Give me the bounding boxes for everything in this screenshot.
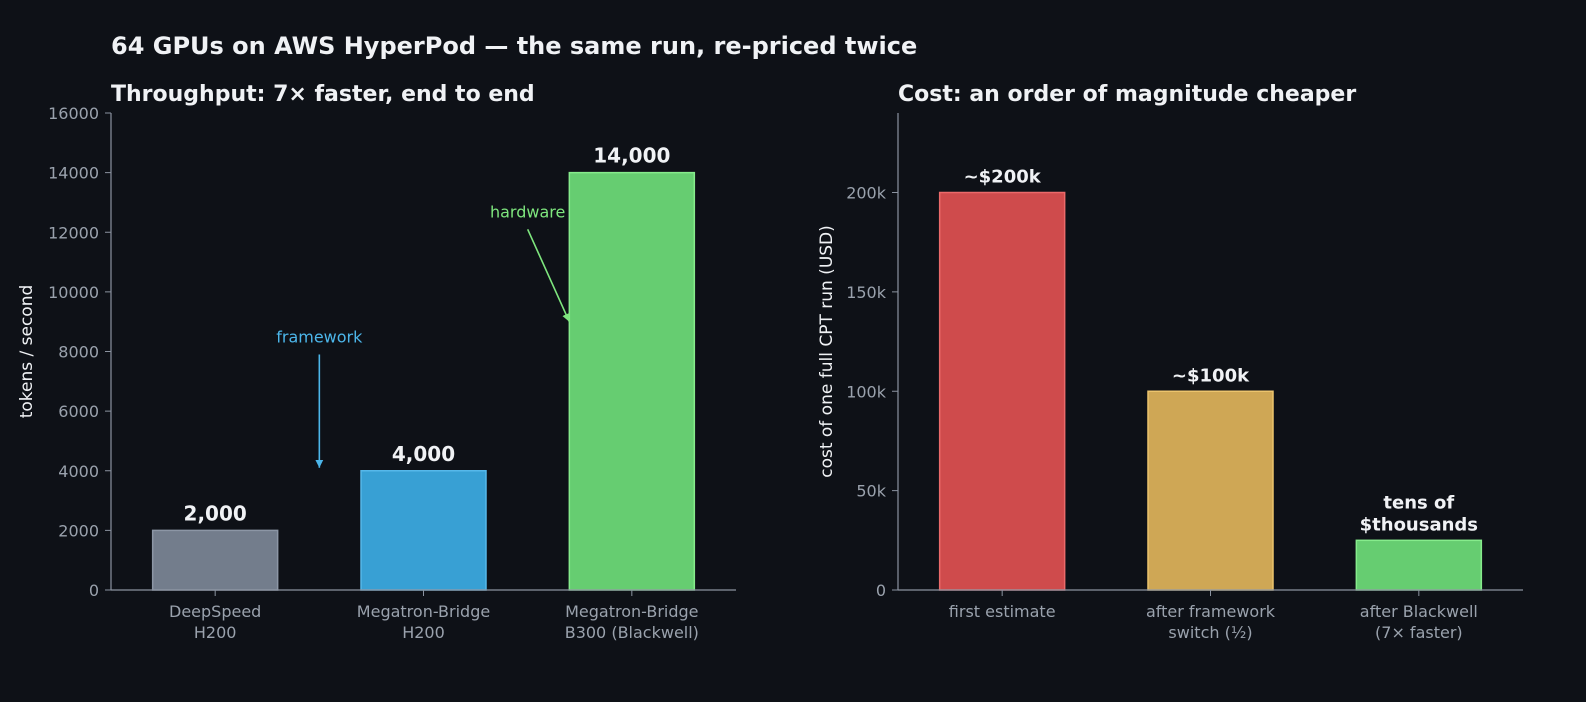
cost-x-tick-label-1: first estimate — [949, 602, 1056, 621]
cost-x-tick-label-2: after framework — [1146, 602, 1276, 621]
cost-y-tick-label-2: 100k — [846, 382, 887, 401]
cost-x-tick-label-3: after Blackwell — [1360, 602, 1478, 621]
throughput-annotation-framework: framework — [276, 328, 363, 347]
throughput-title: Throughput: 7× faster, end to end — [111, 82, 535, 107]
cost-bar-2-value-label: ~$100k — [1172, 365, 1250, 386]
cost-x-tick-label-2: switch (½) — [1168, 623, 1252, 642]
throughput-y-tick-label-3: 6000 — [58, 402, 99, 421]
throughput-y-tick-label-4: 8000 — [58, 343, 99, 362]
cost-y-tick-label-4: 200k — [846, 184, 887, 203]
throughput-chart: Throughput: 7× faster, end to end tokens … — [17, 82, 736, 642]
throughput-y-tick-label-8: 16000 — [48, 104, 99, 123]
figure-title: 64 GPUs on AWS HyperPod — the same run, … — [111, 32, 917, 60]
throughput-x-tick-label-2: H200 — [402, 623, 445, 642]
cost-bar-3-value-label: tens of — [1383, 492, 1454, 513]
cost-chart: Cost: an order of magnitude cheaper cost … — [817, 82, 1523, 642]
throughput-x-tick-label-2: Megatron-Bridge — [357, 602, 490, 621]
throughput-y-tick-label-0: 0 — [89, 581, 99, 600]
throughput-bar-1 — [151, 529, 279, 591]
cost-bar-1 — [938, 191, 1066, 591]
throughput-y-tick-label-5: 10000 — [48, 283, 99, 302]
throughput-bar-2-value-label: 4,000 — [392, 442, 455, 466]
throughput-y-axis-label: tokens / second — [17, 285, 37, 419]
throughput-bar-3-value-label: 14,000 — [593, 144, 670, 168]
throughput-x-tick-label-3: B300 (Blackwell) — [565, 623, 699, 642]
throughput-bar-2 — [360, 470, 487, 591]
cost-bar-3 — [1355, 539, 1483, 591]
throughput-x-tick-label-3: Megatron-Bridge — [565, 602, 698, 621]
throughput-y-tick-label-1: 2000 — [58, 521, 99, 540]
cost-y-tick-label-0: 0 — [876, 581, 886, 600]
throughput-y-tick-label-2: 4000 — [58, 462, 99, 481]
throughput-bar-3 — [568, 171, 696, 591]
cost-y-tick-label-1: 50k — [856, 482, 886, 501]
throughput-annotation-hardware: hardware — [490, 202, 565, 221]
cost-x-tick-label-3: (7× faster) — [1375, 623, 1463, 642]
cost-y-axis-label: cost of one full CPT run (USD) — [817, 225, 837, 478]
cost-bar-3-value-label: $thousands — [1360, 514, 1478, 535]
throughput-x-tick-label-1: DeepSpeed — [169, 602, 261, 621]
cost-bar-2 — [1147, 390, 1274, 591]
throughput-y-tick-label-7: 14000 — [48, 164, 99, 183]
throughput-bar-1-value-label: 2,000 — [184, 501, 247, 525]
throughput-y-tick-label-6: 12000 — [48, 223, 99, 242]
throughput-x-tick-label-1: H200 — [194, 623, 237, 642]
cost-y-tick-label-3: 150k — [846, 283, 887, 302]
cost-title: Cost: an order of magnitude cheaper — [898, 82, 1356, 107]
throughput-annotation-arrow-hardware — [526, 228, 571, 323]
cost-bar-1-value-label: ~$200k — [964, 167, 1042, 188]
